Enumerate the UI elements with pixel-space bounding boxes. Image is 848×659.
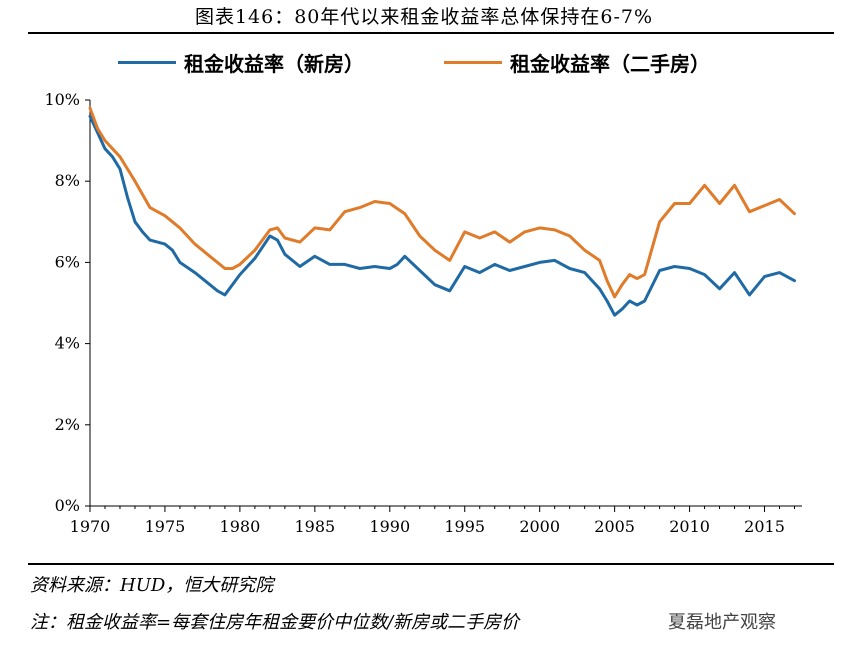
legend-label-used: 租金收益率（二手房） — [510, 52, 710, 76]
chart-axes: 0% 2% 4% 6% 8% 10% 1970 1975 1980 1985 1990 1995 200… — [44, 90, 802, 536]
legend-item-new: 租金收益率（新房） — [118, 48, 364, 77]
series-line-second-hand — [88, 106, 796, 299]
x-tick-label: 2010 — [669, 517, 710, 536]
x-tick-label: 2015 — [744, 517, 785, 536]
legend-item-used: 租金收益率（二手房） — [444, 48, 710, 77]
legend-swatch-new — [118, 61, 176, 64]
source-note: 资料来源：HUD，恒大研究院 — [30, 575, 274, 596]
y-tick-label: 10% — [44, 90, 80, 109]
page-title: 图表146：80年代以来租金收益率总体保持在6-7% — [194, 6, 654, 28]
y-tick-label: 0% — [55, 496, 80, 515]
y-tick-label: 8% — [55, 171, 80, 190]
x-tick-label: 1995 — [444, 517, 485, 536]
legend-label-new: 租金收益率（新房） — [184, 52, 364, 76]
top-rule — [28, 32, 834, 34]
x-tick-label: 2000 — [519, 517, 560, 536]
bottom-rule — [28, 563, 834, 565]
chart-legend: 租金收益率（新房） 租金收益率（二手房） — [0, 48, 848, 78]
x-tick-label: 1990 — [369, 517, 410, 536]
x-tick-label: 1985 — [294, 517, 335, 536]
series-line-new-house — [88, 114, 796, 317]
footnote: 注：租金收益率=每套住房年租金要价中位数/新房或二手房价 — [30, 612, 520, 633]
legend-swatch-used — [444, 61, 502, 64]
x-tick-label: 1975 — [145, 517, 186, 536]
x-tick-label: 1980 — [220, 517, 261, 536]
x-tick-label: 2005 — [594, 517, 635, 536]
y-tick-label: 4% — [55, 334, 80, 353]
watermark: 夏磊地产观察 — [668, 608, 776, 634]
chart-lines — [88, 106, 796, 317]
x-tick-label: 1970 — [70, 517, 111, 536]
y-tick-label: 6% — [55, 252, 80, 271]
y-tick-label: 2% — [55, 415, 80, 434]
